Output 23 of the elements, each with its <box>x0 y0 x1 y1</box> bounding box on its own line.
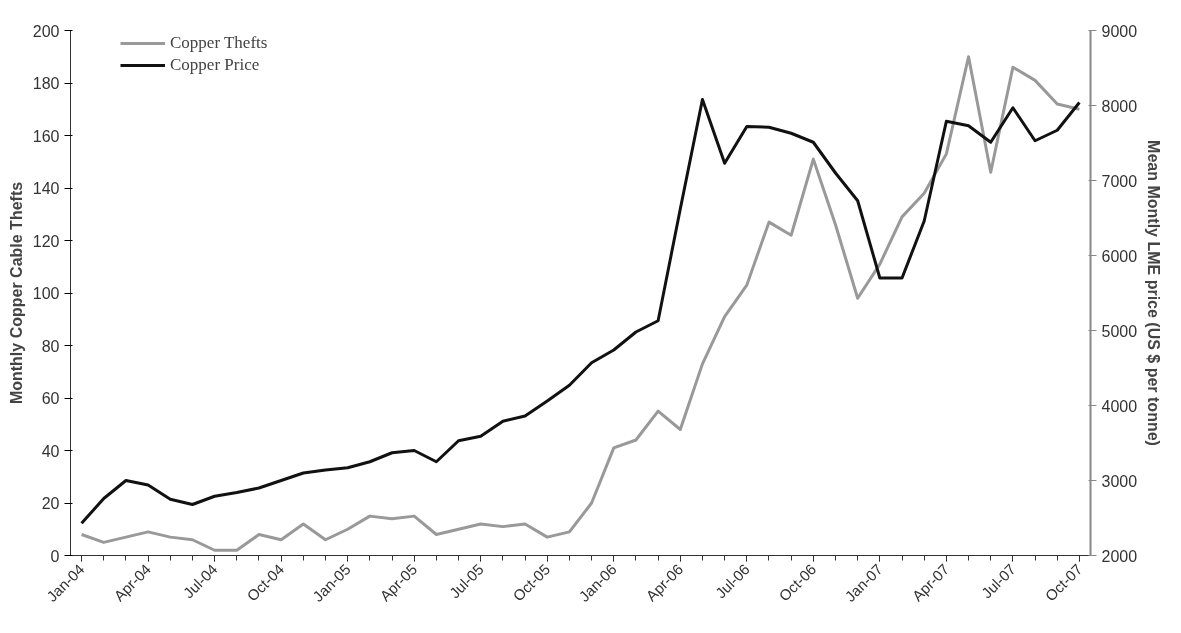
y2-tick-label: 7000 <box>1101 172 1138 190</box>
y-tick-label: 140 <box>32 180 60 197</box>
legend-label: Copper Thefts <box>170 33 268 53</box>
y2-axis-title: Mean Montly LME price (US $ per tonne) <box>1145 140 1163 446</box>
y-axis-title: Monthly Copper Cable Thefts <box>7 181 25 405</box>
y2-tick-label: 5000 <box>1101 322 1138 340</box>
y2-tick-label: 8000 <box>1101 97 1138 115</box>
y-tick-label: 20 <box>41 495 60 512</box>
y-tick-label: 60 <box>41 390 60 407</box>
legend-label: Copper Price <box>170 55 260 75</box>
y-tick-label: 160 <box>32 127 60 145</box>
y-tick-label: 80 <box>41 337 60 355</box>
y-tick-label: 120 <box>32 232 60 250</box>
y-tick-label: 100 <box>32 285 60 302</box>
y2-tick-label: 6000 <box>1101 247 1138 265</box>
y2-tick-label: 2000 <box>1101 547 1138 565</box>
y2-tick-label: 9000 <box>1101 22 1138 40</box>
y2-tick-label: 3000 <box>1101 472 1138 490</box>
y-tick-label: 40 <box>41 442 60 460</box>
y-tick-label: 200 <box>32 22 60 40</box>
y2-tick-label: 4000 <box>1101 397 1138 415</box>
y-tick-label: 180 <box>32 75 60 92</box>
y-tick-label: 0 <box>50 547 60 565</box>
